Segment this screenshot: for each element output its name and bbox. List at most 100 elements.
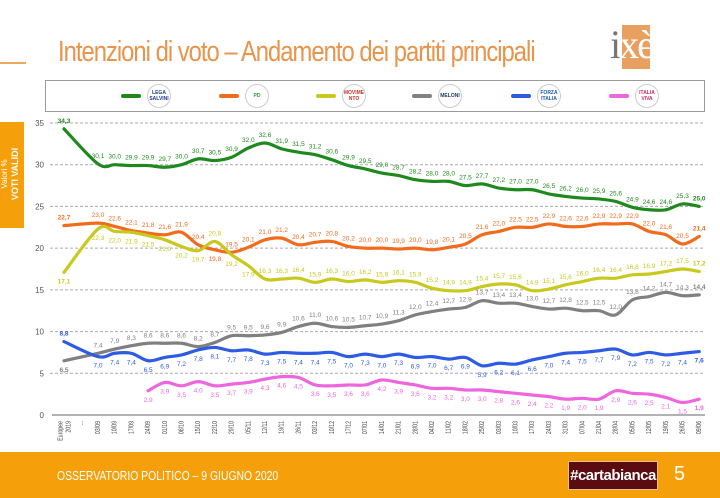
data-label: 15,9: [409, 271, 422, 278]
ixe-logo: ixè: [610, 22, 655, 69]
legend-item: MOVIMENTO: [316, 84, 366, 108]
data-label: 20,2: [342, 235, 355, 242]
x-tick-label: 07/01: [362, 421, 370, 435]
party-logo-icon: PD: [245, 84, 269, 108]
data-label: 30,1: [92, 153, 105, 160]
party-logo-icon: ITALIA VIVA: [635, 84, 659, 108]
data-label: 7,0: [544, 363, 553, 370]
data-label: 19,8: [426, 239, 439, 246]
data-label: 22,9: [593, 213, 606, 220]
footer-text: OSSERVATORIO POLITICO – 9 GIUGNO 2020: [57, 468, 279, 483]
data-label: 4,6: [277, 383, 286, 390]
data-label: 4,2: [377, 386, 386, 393]
data-label: 20,0: [376, 237, 389, 244]
y-tick-label: 30: [35, 161, 44, 170]
x-tick-label: 12/11: [261, 421, 269, 434]
data-label: 31,5: [292, 141, 305, 148]
y-tick-label: 15: [35, 286, 44, 295]
data-label: 3,6: [344, 391, 353, 398]
data-label: 7,5: [277, 358, 286, 365]
cartabianca-badge: #cartabianca: [568, 461, 658, 490]
party-logo-icon: MELONI: [438, 84, 462, 108]
data-label: 3,5: [327, 392, 336, 399]
data-label: 19,8: [209, 256, 222, 263]
x-tick-label: 03/12: [311, 421, 319, 435]
data-label: 17,9: [242, 272, 255, 279]
data-label: 15,6: [559, 274, 572, 281]
data-label: 7,3: [260, 360, 269, 367]
data-label: 32,0: [242, 137, 255, 144]
data-label: 34,3: [58, 118, 71, 125]
data-label: 13,4: [509, 292, 522, 299]
data-label: 20,0: [359, 237, 372, 244]
data-label: 15,1: [543, 278, 556, 285]
data-label: 7,0: [344, 363, 353, 370]
data-label: 16,2: [359, 269, 372, 276]
data-label: 20,5: [459, 233, 472, 240]
data-label: 21,0: [259, 229, 272, 236]
y-tick-label: 0: [40, 411, 45, 420]
x-tick-label: 31/03: [562, 421, 570, 435]
data-label: 11,0: [309, 312, 322, 319]
data-label: 31,2: [309, 144, 322, 151]
data-label: 15,6: [509, 274, 522, 281]
party-logo-icon: LEGA SALVINI: [147, 84, 171, 108]
line-chart: 0 5 10 15 20 25 30 35 Europee2019... 03/09 10/09 17…: [35, 118, 706, 441]
data-label: 8,8: [59, 331, 68, 338]
data-label: 13,7: [476, 290, 489, 297]
data-label: 30,6: [325, 149, 338, 156]
data-label: 15,7: [492, 273, 505, 280]
data-label: 3,9: [160, 388, 169, 395]
data-label: 3,7: [227, 390, 236, 397]
data-label: 30,0: [108, 154, 121, 161]
data-label: 21,2: [275, 227, 288, 234]
legend-line-swatch: [412, 94, 432, 98]
data-label: 7,4: [311, 359, 320, 366]
x-tick-label: 08/10: [178, 421, 186, 435]
data-label: 10,7: [359, 315, 372, 322]
data-label: 25,6: [609, 190, 622, 197]
data-label: 16,9: [643, 263, 656, 270]
data-label: 30,5: [209, 150, 222, 157]
data-label: 24,6: [643, 199, 656, 206]
legend-item: MELONI: [412, 84, 462, 108]
series-line: [62, 224, 701, 293]
data-label: 29,7: [158, 156, 171, 163]
data-label: 16,3: [259, 268, 272, 275]
data-label: 27,5: [459, 175, 472, 182]
x-tick-label: 28/04: [612, 421, 620, 435]
footer: OSSERVATORIO POLITICO – 9 GIUGNO 2020 #c…: [0, 452, 720, 498]
data-label: 22,9: [543, 213, 556, 220]
data-label: 3,6: [361, 391, 370, 398]
data-label: 7,5: [578, 358, 587, 365]
x-tick-label: 22/10: [211, 421, 219, 435]
x-tick-label: 19/05: [662, 421, 670, 435]
data-label: 10,6: [292, 316, 305, 323]
data-label: 1,9: [695, 405, 704, 412]
y-tick-label: 25: [35, 202, 44, 211]
data-label: 9,5: [227, 325, 236, 332]
data-label: 16,4: [593, 267, 606, 274]
page-number: 5: [674, 463, 686, 485]
x-tick-label: 29/10: [228, 421, 236, 435]
data-label: 13,0: [526, 296, 539, 303]
data-label: 19,2: [225, 261, 238, 268]
data-label: 2,9: [144, 397, 153, 404]
data-label: 3,6: [311, 391, 320, 398]
chart-legend: LEGA SALVINI PD MOVIMENTO MELONI FORZA ITALI…: [45, 80, 705, 112]
data-label: 7,9: [110, 338, 119, 345]
data-label: 22,0: [492, 220, 505, 227]
x-tick-label: 05/11: [245, 421, 253, 434]
x-tick-label: 03/03: [495, 421, 503, 435]
data-label: 3,0: [461, 396, 470, 403]
data-label: 7,0: [93, 363, 102, 370]
data-label: 24,9: [626, 196, 639, 203]
data-label: 3,2: [427, 394, 436, 401]
data-label: 28,7: [392, 165, 405, 172]
data-label: 12,9: [459, 296, 472, 303]
data-label: 2,4: [528, 401, 537, 408]
data-label: 22,0: [108, 237, 121, 244]
data-label: 21,4: [693, 225, 706, 232]
data-label: 29,9: [342, 155, 355, 162]
data-label: 13,8: [626, 289, 639, 296]
